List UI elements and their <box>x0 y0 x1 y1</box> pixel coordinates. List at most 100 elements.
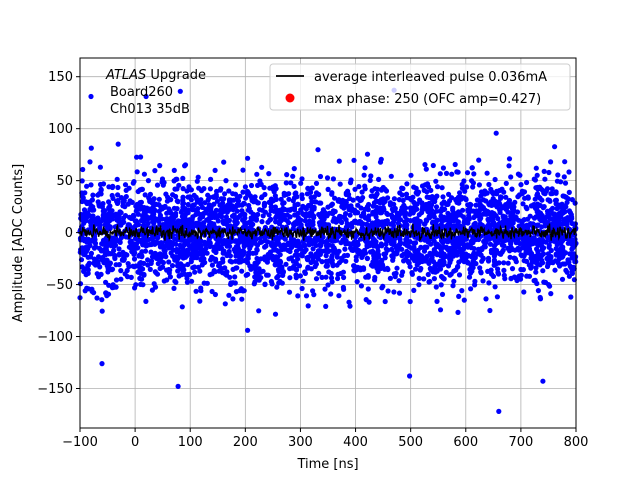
data-point <box>177 249 184 255</box>
data-point <box>483 296 489 302</box>
data-point <box>537 195 543 201</box>
data-point <box>437 171 443 177</box>
data-point <box>95 199 101 205</box>
data-point <box>372 261 378 267</box>
data-point <box>98 186 104 192</box>
data-point <box>368 173 374 179</box>
data-point <box>302 248 308 254</box>
data-point <box>478 189 485 195</box>
data-point <box>561 174 567 180</box>
data-point <box>248 182 255 189</box>
data-point <box>439 291 446 297</box>
data-point <box>81 207 88 213</box>
data-point <box>138 260 144 266</box>
data-point <box>474 197 480 203</box>
data-point <box>234 220 240 226</box>
data-point <box>180 197 186 203</box>
data-point <box>454 169 460 175</box>
data-point <box>292 202 298 208</box>
data-point <box>465 253 472 259</box>
data-point <box>99 308 105 314</box>
data-point <box>446 237 452 243</box>
data-point <box>472 282 478 288</box>
data-point <box>215 218 221 224</box>
data-point <box>520 201 526 207</box>
data-point <box>503 202 509 208</box>
data-point <box>541 279 547 285</box>
data-point <box>319 274 325 280</box>
data-point <box>323 258 329 264</box>
data-point <box>277 278 283 285</box>
data-point <box>544 186 551 192</box>
data-point <box>300 211 306 217</box>
data-point <box>171 205 177 211</box>
data-point <box>329 190 335 196</box>
data-point <box>299 253 305 259</box>
data-point <box>425 209 431 215</box>
data-point <box>433 241 439 248</box>
data-point <box>336 248 342 254</box>
data-point <box>309 209 315 215</box>
data-point <box>414 191 421 197</box>
data-point <box>302 269 308 275</box>
data-point <box>490 217 496 223</box>
data-point <box>250 264 256 270</box>
data-point <box>522 195 528 201</box>
data-point <box>199 248 205 254</box>
data-point <box>316 270 322 276</box>
data-point <box>332 195 338 201</box>
data-point <box>295 238 301 244</box>
data-point <box>491 247 497 253</box>
data-point <box>323 242 330 248</box>
data-point <box>492 198 498 204</box>
data-point <box>253 250 259 256</box>
data-point <box>235 241 241 247</box>
data-point <box>569 215 575 222</box>
data-point <box>107 261 113 267</box>
data-point <box>137 266 143 272</box>
data-point <box>328 275 335 281</box>
data-point <box>248 222 254 228</box>
data-point <box>243 272 249 278</box>
data-point <box>555 252 561 258</box>
data-point-outlier <box>88 93 94 100</box>
data-point <box>443 244 449 250</box>
data-point <box>546 212 552 218</box>
data-point <box>264 272 270 278</box>
data-point <box>353 219 359 226</box>
data-point <box>221 248 227 254</box>
data-point <box>388 173 394 179</box>
data-point <box>401 209 407 215</box>
data-point <box>540 251 546 257</box>
x-tick-label: 100 <box>178 435 203 450</box>
data-point <box>298 180 304 186</box>
data-point <box>185 261 191 268</box>
data-point <box>157 265 163 272</box>
data-point <box>394 265 400 271</box>
data-point <box>338 240 344 246</box>
data-point <box>376 176 382 182</box>
data-point <box>359 189 365 195</box>
data-point <box>152 168 158 174</box>
data-point <box>439 201 445 207</box>
data-point <box>497 207 503 213</box>
data-point <box>480 197 487 203</box>
data-point <box>431 248 437 254</box>
data-point <box>337 181 343 187</box>
data-point <box>530 254 536 260</box>
data-point <box>193 288 199 294</box>
data-point <box>310 288 316 294</box>
data-point <box>174 237 180 243</box>
data-point <box>91 218 97 224</box>
data-point <box>238 286 244 292</box>
data-point <box>391 289 397 295</box>
data-point <box>456 293 462 299</box>
data-point <box>350 197 356 203</box>
data-point <box>415 247 421 253</box>
data-point <box>362 250 369 256</box>
data-point <box>106 184 112 190</box>
data-point <box>109 266 116 272</box>
data-point <box>521 217 527 223</box>
data-point <box>441 254 447 260</box>
y-axis-label: Amplitude [ADC Counts] <box>11 164 26 322</box>
